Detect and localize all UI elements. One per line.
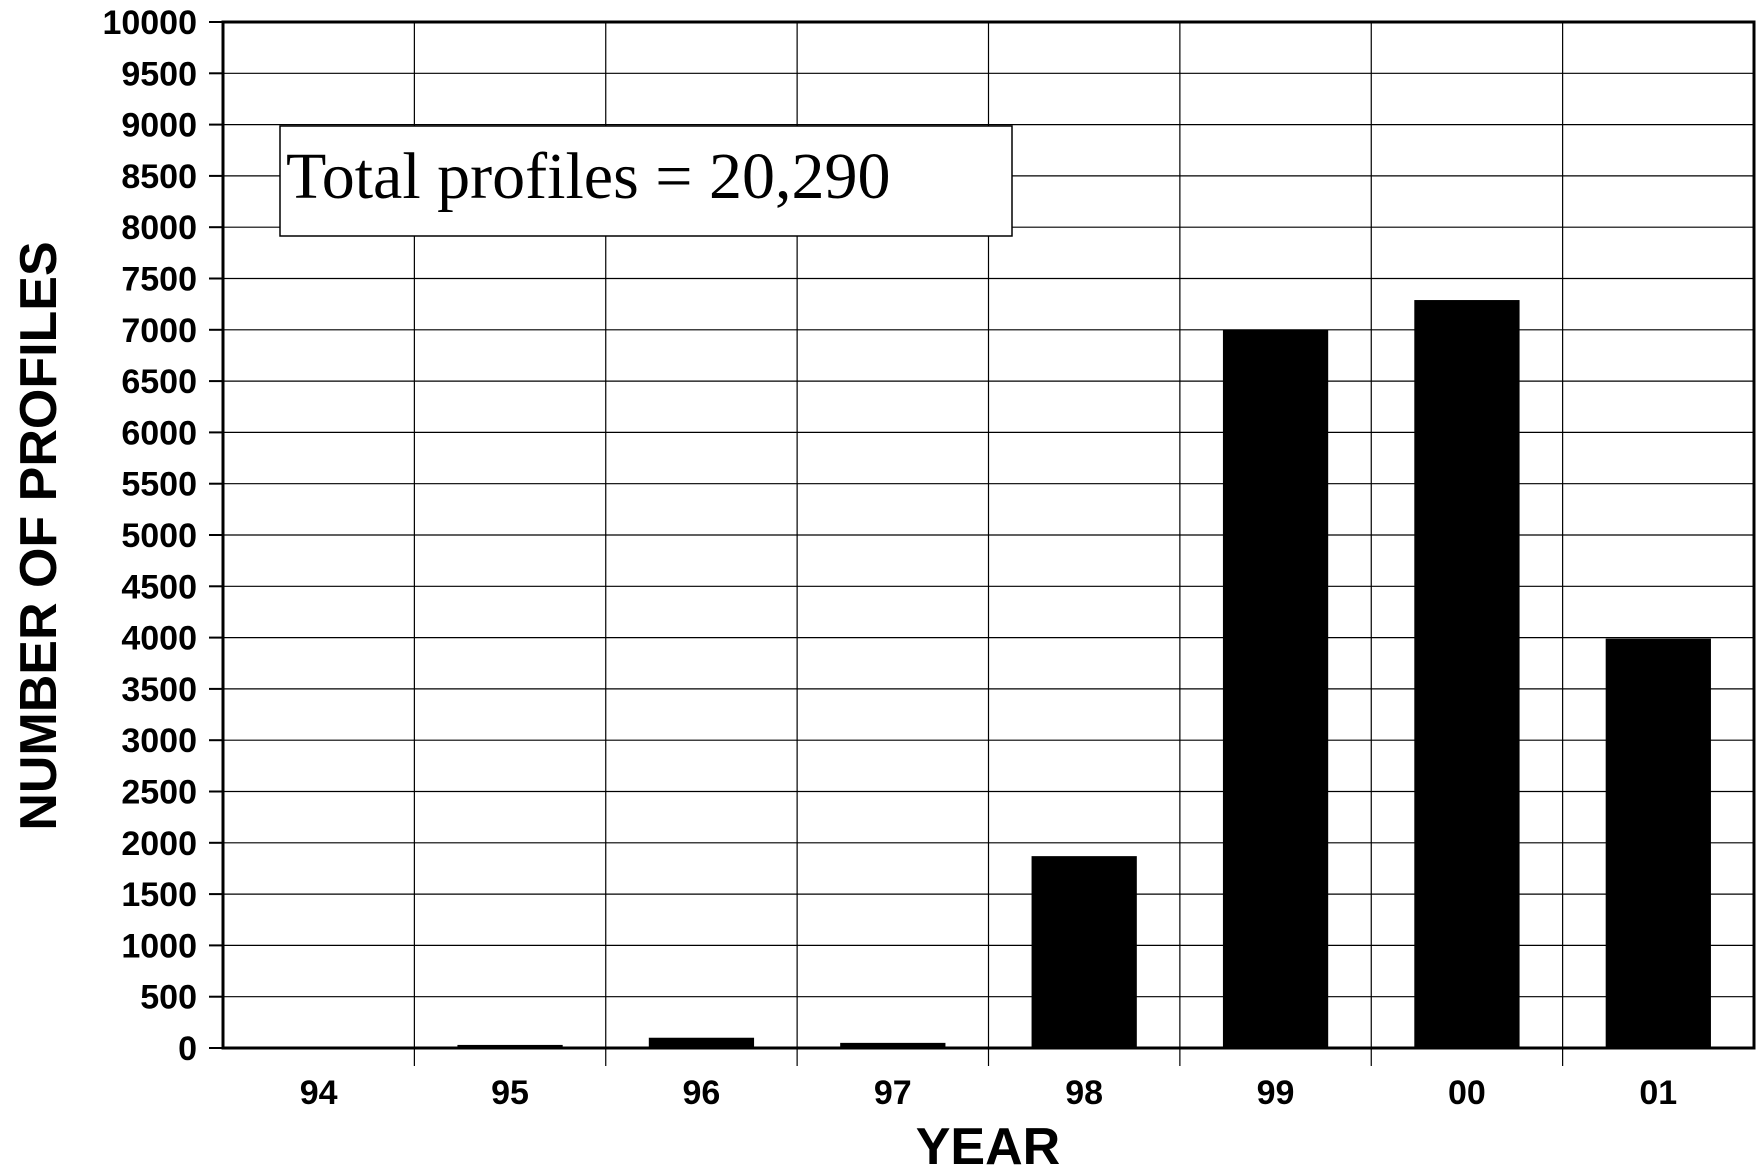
y-tick-label: 7000	[121, 312, 197, 350]
y-tick-label: 5500	[121, 466, 197, 504]
bar-01	[1605, 638, 1711, 1048]
bars	[266, 300, 1711, 1049]
bar-98	[1031, 856, 1137, 1048]
x-tick-label: 99	[1257, 1074, 1295, 1112]
x-tick-label: 00	[1448, 1074, 1486, 1112]
y-tick-label: 8500	[121, 158, 197, 196]
bar-00	[1414, 300, 1520, 1048]
y-tick-label: 3500	[121, 671, 197, 709]
y-tick-label: 3000	[121, 722, 197, 760]
bar-95	[457, 1044, 563, 1048]
y-tick-label: 2500	[121, 774, 197, 812]
annotation-box: Total profiles = 20,290	[279, 125, 1013, 237]
y-tick-label: 4000	[121, 620, 197, 658]
bar-96	[648, 1037, 755, 1048]
y-tick-label: 5000	[121, 517, 197, 555]
annotation-text: Total profiles = 20,290	[286, 140, 891, 213]
x-tick-label: 97	[874, 1074, 912, 1112]
y-tick-label: 9000	[121, 107, 197, 145]
y-tick-label: 4500	[121, 568, 197, 606]
y-tick-label: 2000	[121, 825, 197, 863]
y-tick-label: 0	[178, 1030, 197, 1068]
bar-97	[840, 1042, 946, 1048]
y-axis-title: NUMBER OF PROFILES	[10, 241, 68, 830]
y-tick-label: 1000	[121, 927, 197, 965]
y-tick-label: 7500	[121, 261, 197, 299]
y-tick-label: 9500	[121, 55, 197, 93]
x-tick-label: 95	[491, 1074, 529, 1112]
x-tick-label: 94	[300, 1074, 338, 1112]
y-tick-label: 1500	[121, 876, 197, 914]
x-tick-label: 98	[1065, 1074, 1103, 1112]
y-tick-labels: 0 500 1000 1500 2000 2500 3000 3500 4000 4500 5000…	[102, 4, 223, 1068]
y-tick-label: 8000	[121, 209, 197, 247]
y-tick-label: 500	[140, 979, 197, 1017]
x-tick-label: 01	[1639, 1074, 1677, 1112]
y-tick-label: 6000	[121, 414, 197, 452]
x-tick-labels: 94 95 96 97 98 99 00 01	[300, 1074, 1677, 1112]
x-tick-label: 96	[683, 1074, 721, 1112]
y-tick-label: 10000	[102, 4, 197, 42]
y-tick-label: 6500	[121, 363, 197, 401]
x-axis-title: YEAR	[916, 1118, 1060, 1170]
bar-99	[1222, 329, 1329, 1048]
